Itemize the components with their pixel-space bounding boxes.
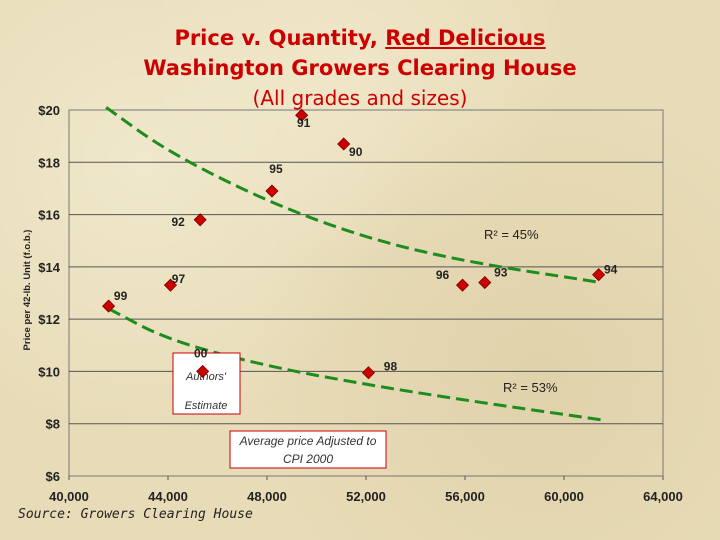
x-tick-label-64000: 64,000 [643, 489, 683, 504]
y-tick-label-18: $18 [38, 155, 60, 170]
x-tick-label-56000: 56,000 [445, 489, 485, 504]
x-tick-label-60000: 60,000 [544, 489, 584, 504]
trendline-lower [107, 307, 602, 422]
data-point-98 [361, 366, 376, 380]
x-tick-label-40000: 40,000 [49, 489, 89, 504]
y-axis-label: Price per 42-lb. Unit (f.o.b.) [22, 230, 33, 351]
data-label-97: 97 [172, 272, 186, 286]
y-tick-label-16: $16 [38, 208, 60, 223]
title-prefix: Price v. Quantity, [174, 26, 386, 50]
data-point-93 [478, 275, 492, 290]
chart-title-line2: Washington Growers Clearing House [143, 56, 577, 80]
authors-estimate-line1: Authors' [185, 371, 227, 383]
source-note: Source: Growers Clearing House [18, 507, 253, 522]
data-label-95: 95 [269, 162, 283, 176]
data-label-91: 91 [297, 116, 311, 130]
y-tick-label-8: $8 [46, 417, 60, 432]
data-label-92: 92 [171, 215, 185, 229]
data-point-91 [295, 108, 309, 122]
chart-title-line1: Price v. Quantity, Red Delicious [0, 26, 720, 50]
data-point-92 [193, 213, 207, 227]
data-point-00 [196, 364, 210, 378]
trendline-upper [105, 106, 602, 285]
y-tick-label-10: $10 [38, 364, 60, 379]
cpi-adjustment-box: Average price Adjusted to CPI 2000 [229, 430, 387, 469]
data-label-96: 96 [436, 268, 450, 282]
data-label-94: 94 [604, 263, 618, 277]
chart-subtitle: (All grades and sizes) [252, 86, 468, 110]
y-tick-label-14: $14 [38, 260, 60, 275]
data-point-97 [163, 278, 178, 292]
cpi-box-line1: Average price Adjusted to [239, 434, 377, 448]
y-tick-label-20: $20 [38, 103, 60, 118]
r2-label-upper: R² = 45% [484, 227, 539, 242]
data-point-90 [337, 137, 351, 151]
x-tick-label-52000: 52,000 [346, 489, 386, 504]
plot-area [68, 109, 664, 477]
y-tick-label-12: $12 [38, 312, 60, 327]
data-label-98: 98 [384, 360, 398, 374]
cpi-box-line2: CPI 2000 [283, 452, 333, 466]
data-point-95 [265, 184, 279, 198]
title-highlight: Red Delicious [385, 26, 546, 50]
data-point-96 [455, 278, 470, 292]
data-point-94 [592, 268, 606, 282]
data-label-93: 93 [494, 266, 508, 280]
authors-estimate-line2: Estimate [185, 400, 228, 412]
x-tick-label-44000: 44,000 [148, 489, 188, 504]
r2-label-lower: R² = 53% [503, 380, 558, 395]
data-label-90: 90 [349, 145, 363, 159]
data-label-00: 00 [194, 346, 208, 360]
x-tick-label-48000: 48,000 [247, 489, 287, 504]
data-point-99 [102, 299, 116, 313]
data-label-99: 99 [114, 289, 128, 303]
authors-estimate-box: Authors' Estimate [172, 352, 241, 415]
y-tick-label-6: $6 [46, 469, 60, 484]
